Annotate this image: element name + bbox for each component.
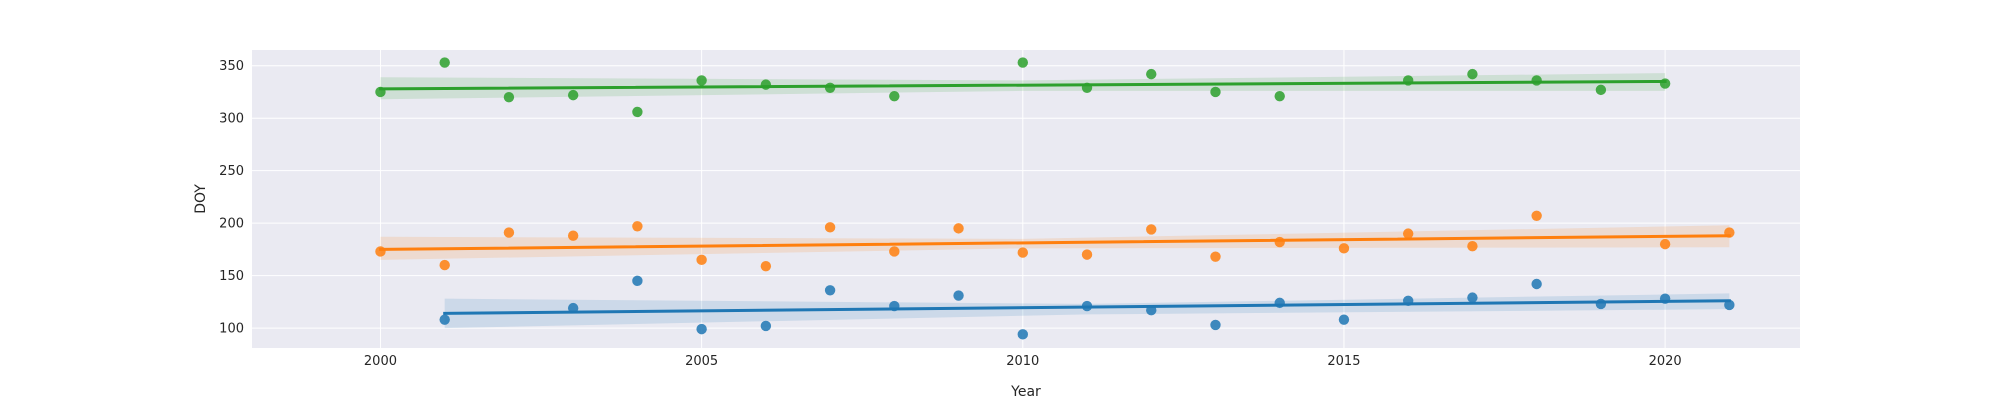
series-1-point-2013 [1210,251,1221,262]
series-0-point-2011 [1081,300,1093,312]
y-axis-label: DOY [193,184,209,214]
series-2-point-2011 [1081,82,1093,93]
y-tick-label-300: 300 [219,112,244,127]
series-1-point-2005 [696,254,707,266]
series-0-point-2016 [1402,295,1414,306]
series-1-point-2000 [375,246,386,257]
series-1-point-2020 [1659,238,1671,250]
series-1-point-2002 [503,227,515,238]
series-1-point-2014 [1274,236,1285,248]
series-0-point-2013 [1210,319,1221,331]
series-0-point-2017 [1467,292,1478,303]
series-0-point-2009 [953,290,964,301]
series-1-point-2003 [567,230,579,241]
series-1-point-2001 [439,259,450,271]
tick-labels: 2000 2005 2010 2015 2020 100 150 200 250 300 350 [219,59,1681,369]
series-2-point-2000 [375,86,386,98]
series-0-point-2008 [889,300,900,312]
series-1-point-2008 [889,246,900,257]
series-1-point-2016 [1402,228,1414,239]
y-tick-label-350: 350 [219,59,244,74]
series-0-point-2010 [1017,329,1028,340]
series-1-point-2011 [1081,249,1093,260]
series-1-point-2009 [953,223,964,234]
series-0-point-2001 [439,314,450,325]
series-2-point-2006 [760,79,772,90]
series-2-point-2016 [1402,75,1414,86]
series-0-point-2004 [632,275,643,287]
series-0-point-2020 [1659,293,1671,304]
series-1-point-2012 [1146,224,1157,235]
series-1-point-2017 [1467,241,1478,252]
y-tick-label-150: 150 [219,269,244,284]
x-tick-label-2010: 2010 [1006,354,1039,369]
y-tick-label-250: 250 [219,164,244,179]
series-2-point-2005 [696,75,707,86]
series-2-point-2008 [889,90,900,102]
series-2-point-2004 [632,106,643,118]
series-0-point-2015 [1338,314,1350,325]
series-0-point-2018 [1531,278,1542,290]
series-1-trend-line [378,234,1731,251]
series-2-point-2010 [1017,57,1028,68]
x-axis-label: Year [1010,384,1041,400]
series-0-point-2003 [567,302,579,314]
series-0-point-2014 [1274,297,1285,309]
series-2-point-2001 [439,57,450,68]
series-1-point-2007 [824,222,836,233]
series-2-point-2017 [1467,68,1478,80]
series-0-point-2006 [760,320,772,332]
series-2-point-2014 [1274,90,1285,102]
x-tick-label-2020: 2020 [1649,354,1682,369]
x-tick-label-2005: 2005 [685,354,718,369]
series-0-point-2005 [696,323,707,335]
y-tick-label-200: 200 [219,217,244,232]
series-0-point-2012 [1146,305,1157,316]
series-2-point-2003 [567,89,579,101]
x-tick-label-2000: 2000 [364,354,397,369]
series-1-point-2004 [632,221,643,232]
series-2-trend-line [378,79,1667,91]
series-2-point-2007 [824,82,836,93]
series-2-point-2019 [1595,84,1607,96]
data-points [375,57,1735,340]
series-1-point-2015 [1338,243,1350,254]
series-1-point-2021 [1724,227,1735,238]
series-2-point-2020 [1659,78,1671,89]
series-0-point-2021 [1724,299,1735,311]
series-0-point-2007 [824,285,836,296]
x-tick-label-2015: 2015 [1327,354,1360,369]
series-0-point-2019 [1595,298,1607,310]
series-2-point-2012 [1146,68,1157,80]
series-1-point-2006 [760,260,772,272]
series-2-point-2002 [503,92,515,103]
series-1-point-2010 [1017,247,1028,258]
series-2-point-2013 [1210,86,1221,98]
series-2-point-2018 [1531,75,1542,86]
series-1-point-2018 [1531,210,1542,221]
y-tick-label-100: 100 [219,322,244,337]
